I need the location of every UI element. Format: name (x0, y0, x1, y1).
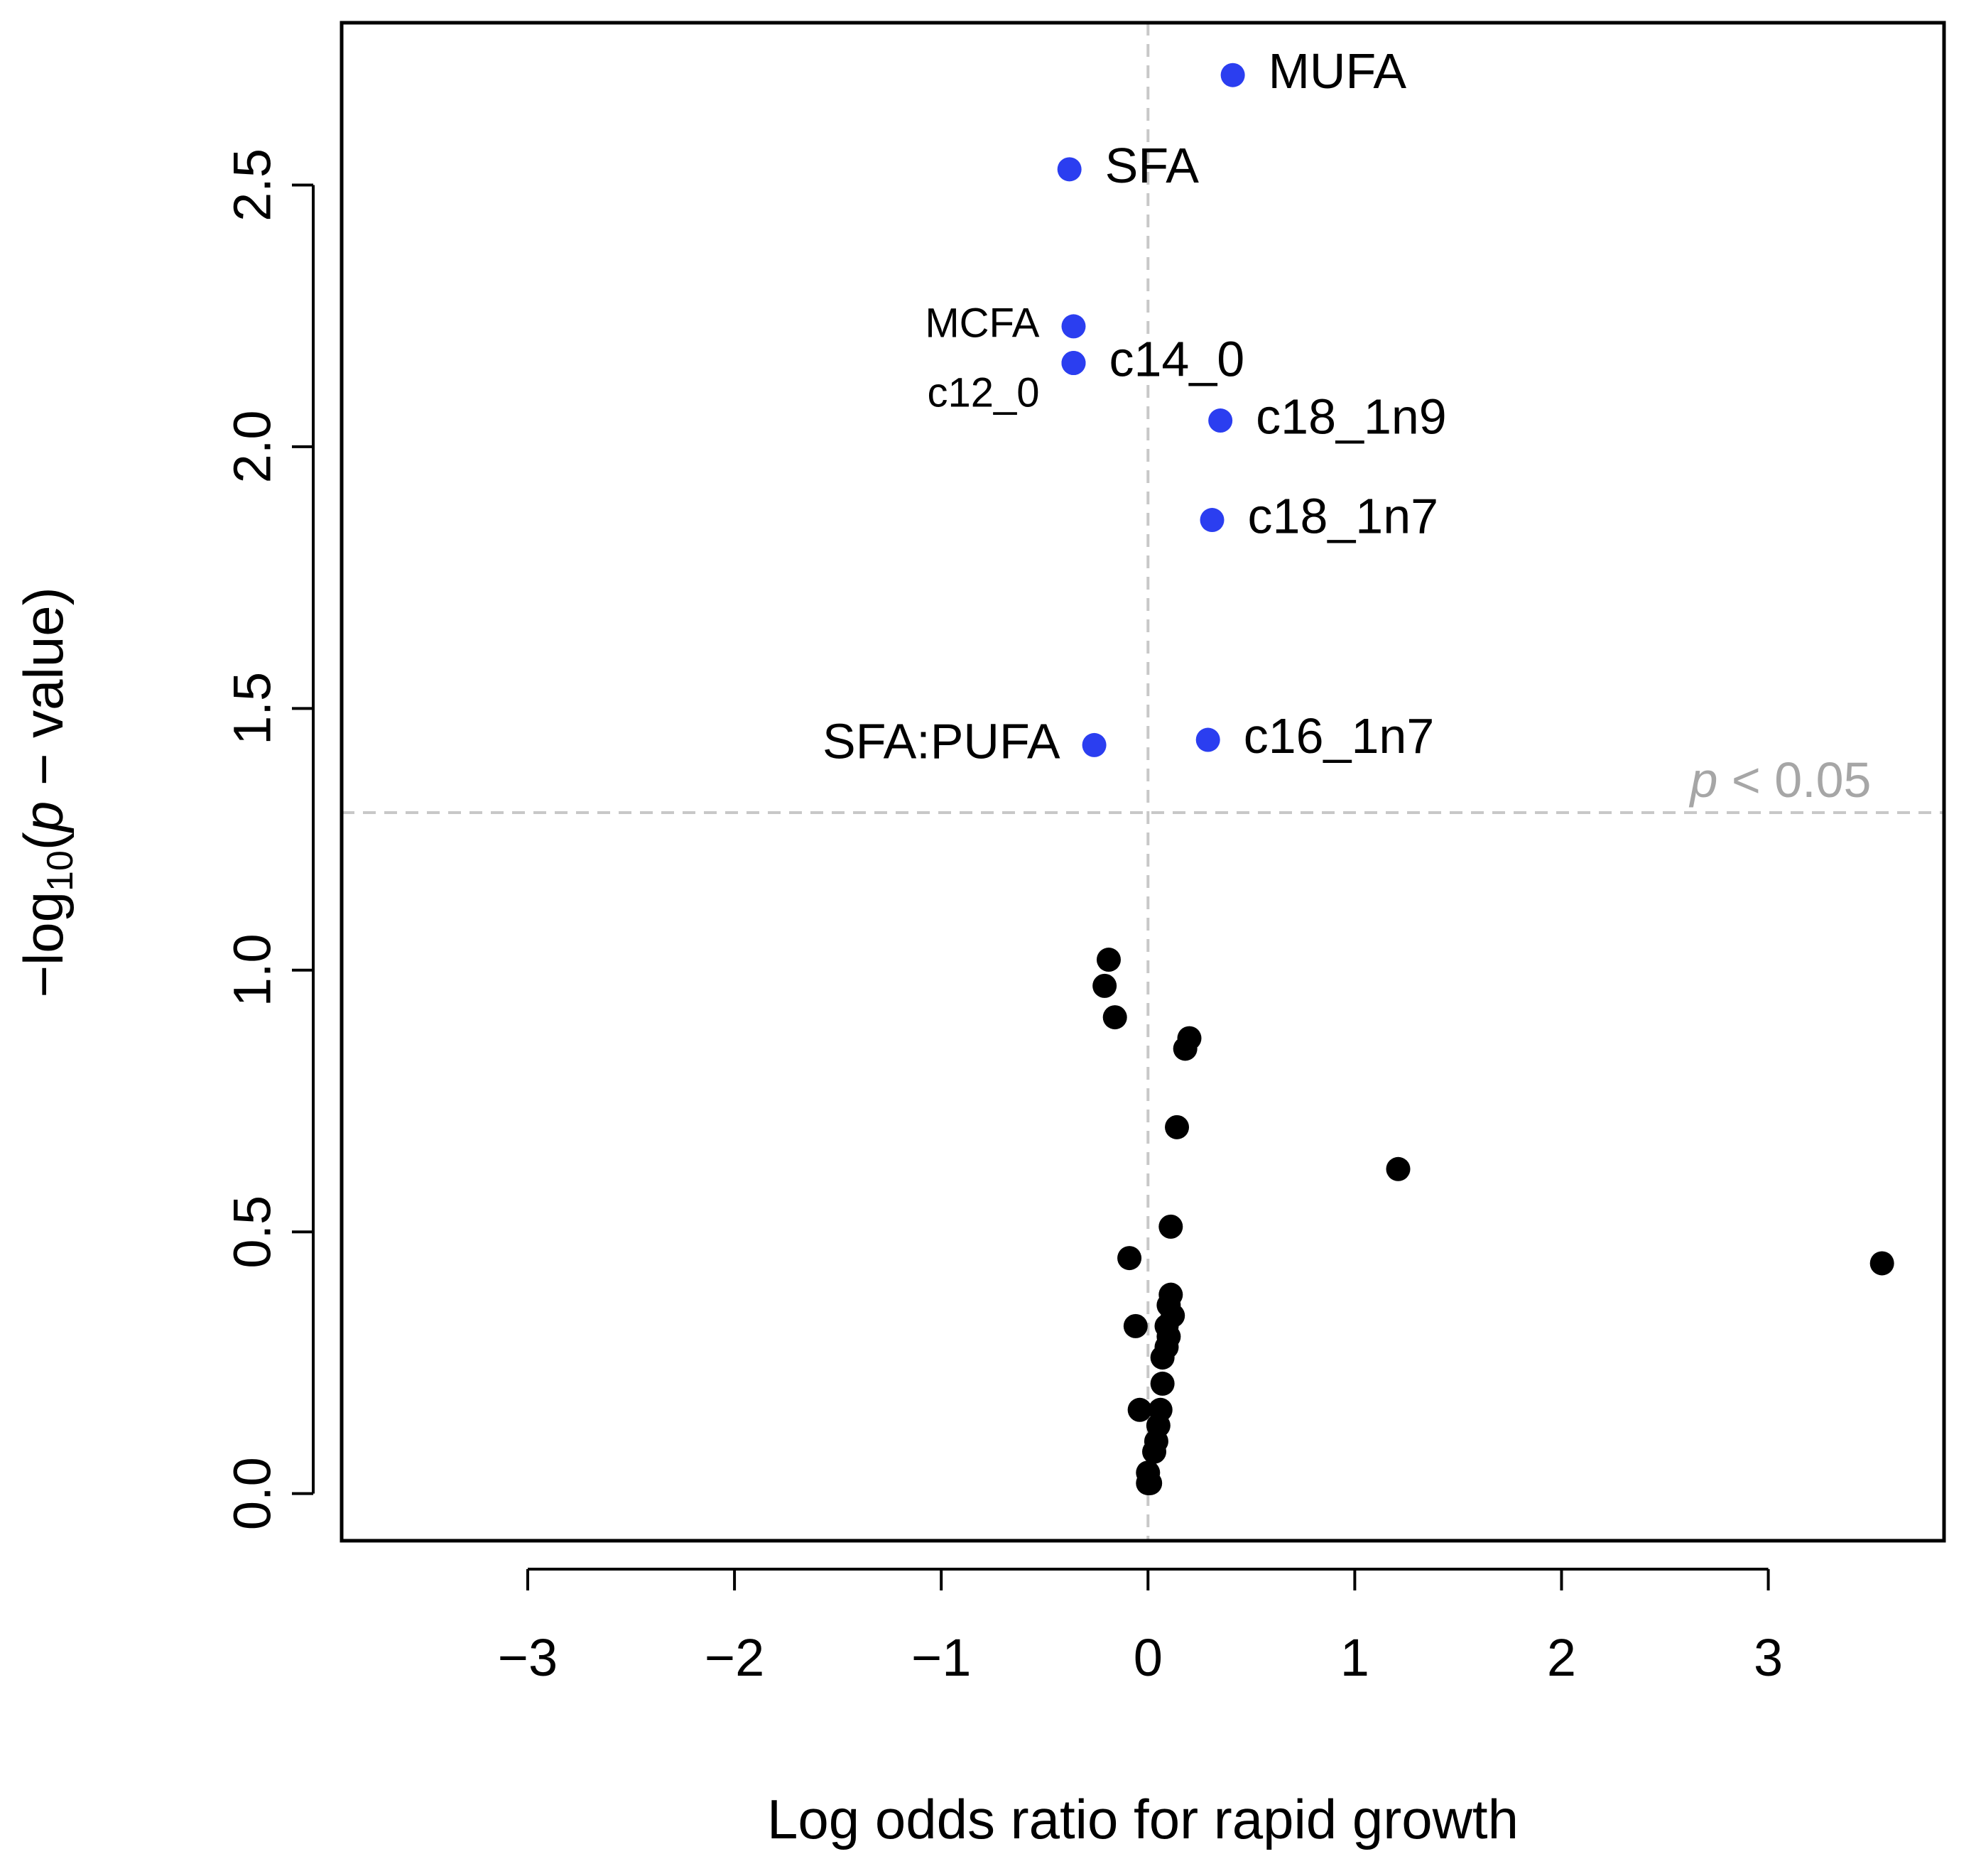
significant-point (1061, 314, 1086, 339)
nonsignificant-point (1123, 1313, 1148, 1338)
nonsignificant-point (1386, 1156, 1411, 1181)
point-label: c18_1n9 (1256, 389, 1447, 445)
x-tick-label: 2 (1547, 1628, 1576, 1687)
nonsignificant-point (1150, 1371, 1175, 1396)
significant-point (1220, 63, 1245, 87)
point-label: MUFA (1269, 43, 1407, 99)
nonsignificant-point (1142, 1439, 1167, 1464)
y-tick-label: 2.5 (223, 148, 282, 222)
threshold-label: p < 0.05 (1689, 752, 1872, 808)
point-label: c16_1n7 (1244, 708, 1435, 764)
y-axis-title: −log10(p − value) (12, 587, 81, 997)
y-tick-label: 0.5 (223, 1195, 282, 1269)
y-tick-label: 0.0 (223, 1457, 282, 1530)
point-label: c14_0 (1109, 331, 1244, 386)
nonsignificant-point (1150, 1345, 1175, 1370)
x-tick-label: 0 (1134, 1628, 1163, 1687)
nonsignificant-point (1092, 973, 1117, 998)
point-label: SFA (1105, 138, 1200, 193)
significant-point (1200, 508, 1225, 533)
nonsignificant-point (1158, 1214, 1183, 1239)
significant-point (1082, 732, 1107, 757)
x-tick-label: 3 (1754, 1628, 1783, 1687)
point-label: MCFA (925, 300, 1039, 347)
y-tick-label: 1.5 (223, 672, 282, 745)
significant-point (1057, 157, 1082, 182)
point-label: SFA:PUFA (823, 713, 1060, 769)
reference-lines: p < 0.05 (342, 23, 1944, 1541)
nonsignificant-point (1138, 1470, 1163, 1495)
significant-point (1208, 408, 1233, 433)
x-tick-label: −1 (911, 1628, 971, 1687)
x-tick-label: −3 (498, 1628, 558, 1687)
nonsignificant-point (1127, 1397, 1152, 1422)
nonsignificant-point (1869, 1251, 1894, 1276)
nonsignificant-point (1117, 1246, 1142, 1271)
nonsignificant-point (1173, 1036, 1198, 1061)
y-tick-label: 1.0 (223, 933, 282, 1007)
data-points (1057, 63, 1894, 1495)
plot-frame (340, 21, 1946, 1543)
axes: −3 −2 −1 0 1 2 3 0.0 0.5 1.0 1.5 2.0 2.5 Log odds rat… (12, 148, 1783, 1850)
nonsignificant-point (1096, 948, 1121, 972)
nonsignificant-point (1102, 1005, 1127, 1030)
point-label: c12_0 (927, 369, 1039, 416)
significant-point (1195, 727, 1220, 752)
nonsignificant-point (1165, 1115, 1190, 1139)
point-label: c18_1n7 (1248, 489, 1439, 544)
significant-point (1061, 350, 1086, 375)
x-tick-label: 1 (1340, 1628, 1369, 1687)
y-tick-label: 2.0 (223, 410, 282, 483)
x-axis-title: Log odds ratio for rapid growth (767, 1788, 1519, 1850)
x-tick-label: −2 (705, 1628, 764, 1687)
